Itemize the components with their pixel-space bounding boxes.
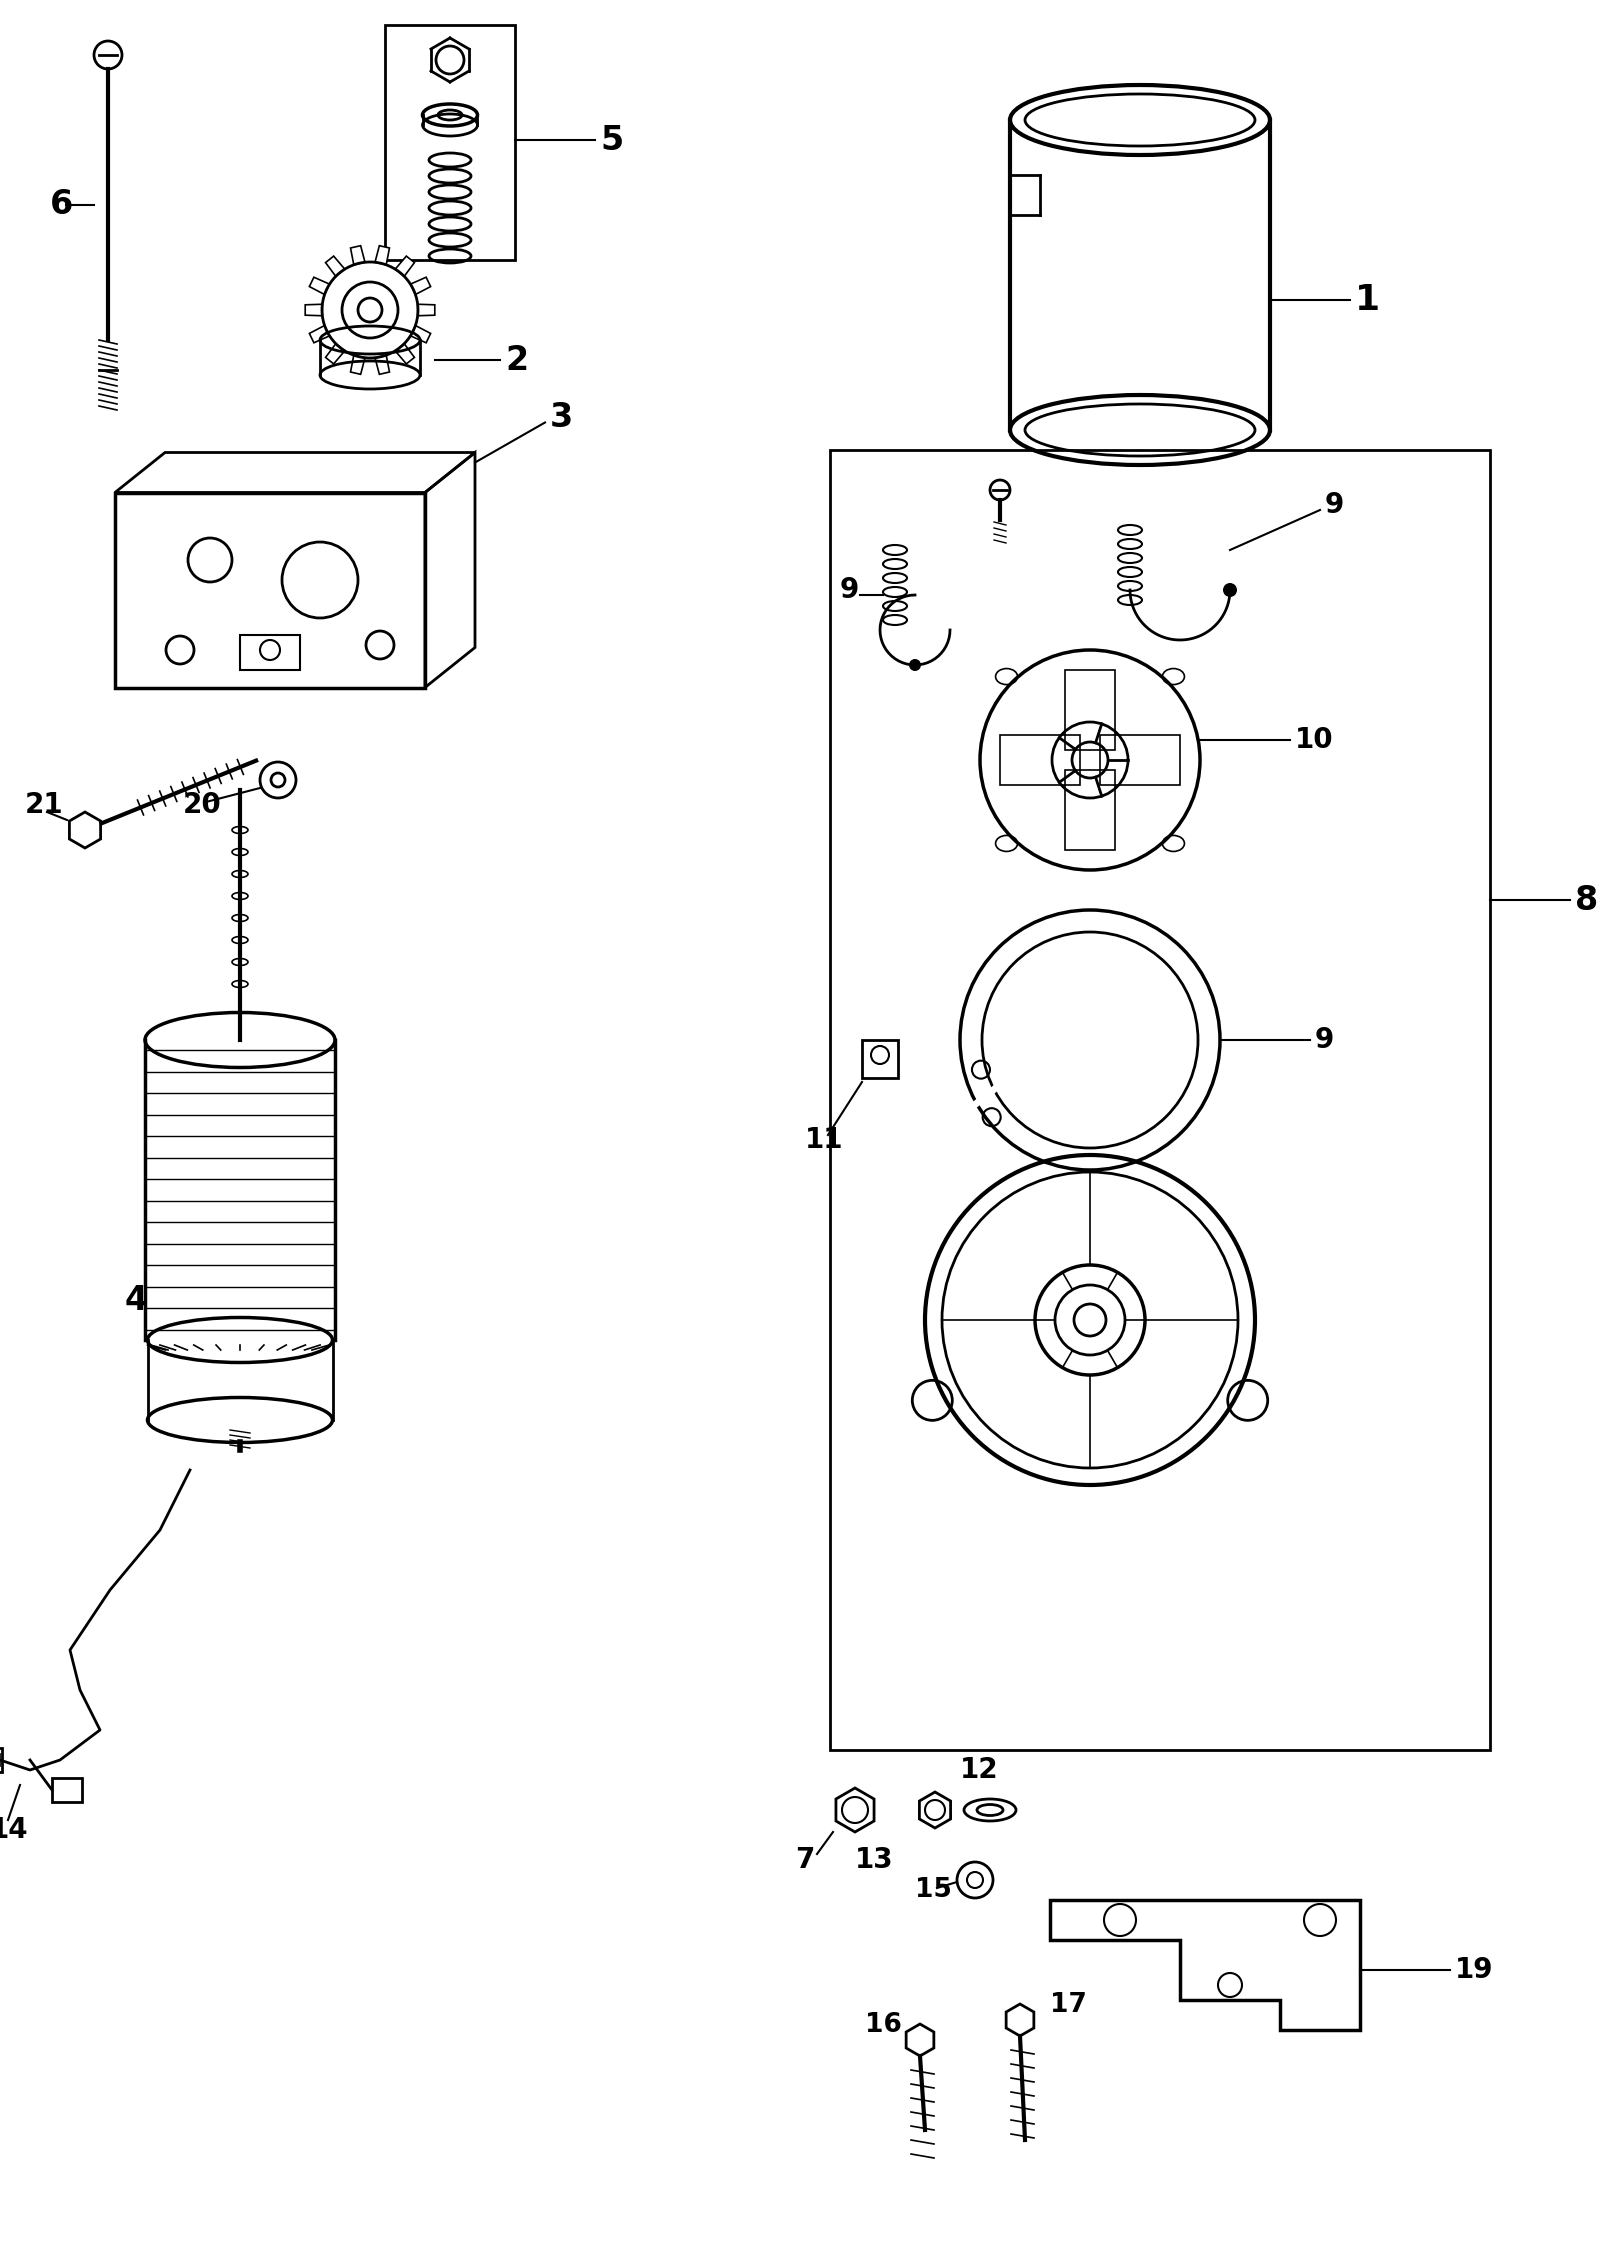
Text: 15: 15 xyxy=(915,1877,952,1902)
Polygon shape xyxy=(350,354,365,375)
Bar xyxy=(862,1041,898,1079)
Bar xyxy=(51,1779,82,1801)
Bar xyxy=(0,1747,2,1772)
Polygon shape xyxy=(411,278,430,294)
Circle shape xyxy=(909,659,922,671)
Text: 1: 1 xyxy=(1355,283,1381,316)
Text: 9: 9 xyxy=(1325,491,1344,518)
Polygon shape xyxy=(411,325,430,343)
Bar xyxy=(830,451,1490,1750)
Text: 9: 9 xyxy=(840,576,859,603)
Polygon shape xyxy=(395,343,414,363)
Polygon shape xyxy=(418,305,435,316)
Text: 4: 4 xyxy=(125,1283,149,1317)
Polygon shape xyxy=(350,247,365,265)
Text: 16: 16 xyxy=(866,2012,902,2039)
Text: 5: 5 xyxy=(600,123,624,157)
Text: 3: 3 xyxy=(550,401,573,433)
Text: 2: 2 xyxy=(506,343,528,377)
Polygon shape xyxy=(309,278,330,294)
Text: 19: 19 xyxy=(1454,1956,1493,1985)
Text: 21: 21 xyxy=(26,792,64,819)
Text: 10: 10 xyxy=(1294,727,1334,754)
Polygon shape xyxy=(309,325,330,343)
Polygon shape xyxy=(325,256,344,276)
Polygon shape xyxy=(395,256,414,276)
Text: 7: 7 xyxy=(795,1846,814,1873)
Bar xyxy=(115,493,426,689)
Text: 14: 14 xyxy=(0,1817,29,1844)
Text: 11: 11 xyxy=(805,1126,843,1153)
Text: 9: 9 xyxy=(1315,1025,1334,1054)
Polygon shape xyxy=(325,343,344,363)
Text: 13: 13 xyxy=(854,1846,894,1873)
Bar xyxy=(240,635,301,671)
Polygon shape xyxy=(306,305,322,316)
Bar xyxy=(386,25,515,260)
Text: 20: 20 xyxy=(182,792,222,819)
Polygon shape xyxy=(374,354,389,375)
Text: 6: 6 xyxy=(50,188,74,222)
Polygon shape xyxy=(374,247,389,265)
Circle shape xyxy=(1222,583,1237,597)
Text: 8: 8 xyxy=(1574,884,1598,917)
Text: 12: 12 xyxy=(960,1756,998,1783)
Text: 17: 17 xyxy=(1050,1992,1086,2019)
